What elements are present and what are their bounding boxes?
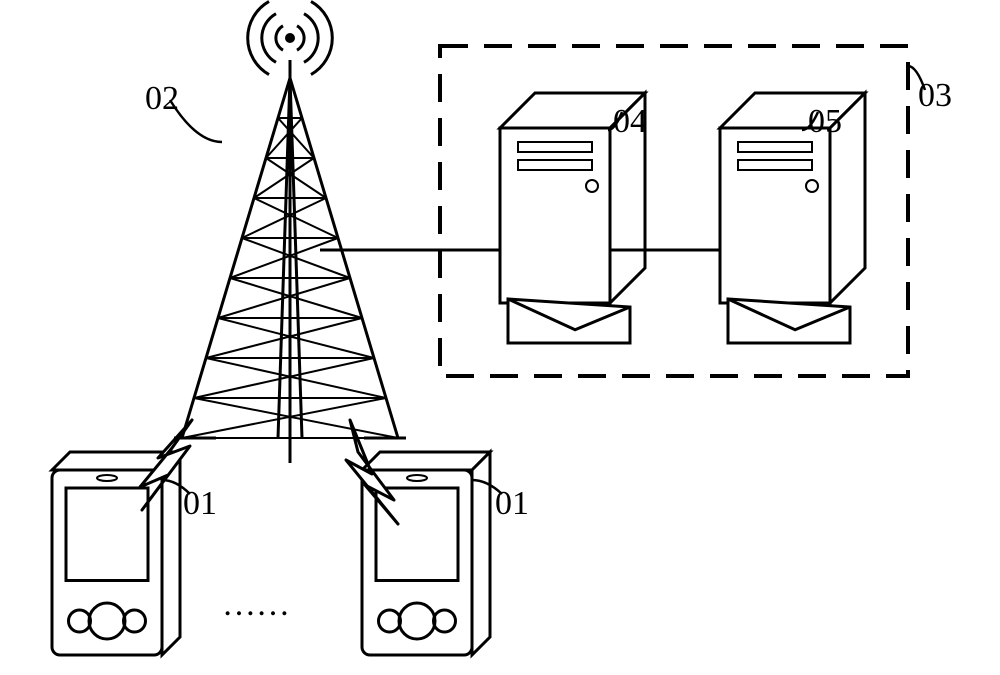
svg-text:……: …… [222, 586, 290, 623]
svg-text:05: 05 [808, 103, 842, 140]
svg-text:04: 04 [613, 103, 647, 140]
svg-text:02: 02 [145, 80, 179, 117]
svg-text:03: 03 [918, 77, 952, 114]
svg-text:01: 01 [183, 485, 217, 522]
svg-text:01: 01 [495, 485, 529, 522]
